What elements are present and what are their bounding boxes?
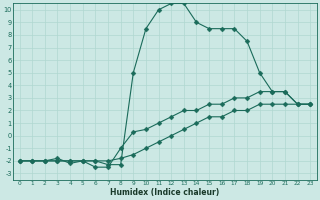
X-axis label: Humidex (Indice chaleur): Humidex (Indice chaleur) [110, 188, 220, 197]
